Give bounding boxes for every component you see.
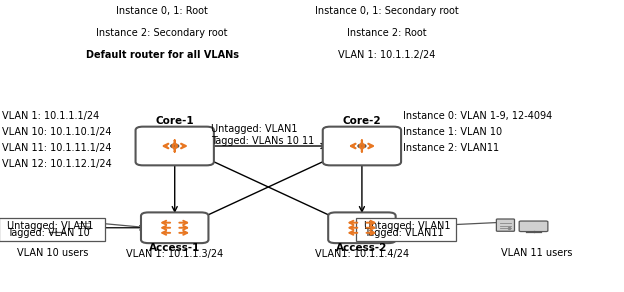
Circle shape [358, 144, 366, 148]
Circle shape [171, 144, 178, 148]
Text: Instance 1: VLAN 10: Instance 1: VLAN 10 [403, 127, 502, 137]
Text: VLAN 1: 10.1.1.2/24: VLAN 1: 10.1.1.2/24 [338, 50, 436, 60]
Text: Instance 0: VLAN 1-9, 12-4094: Instance 0: VLAN 1-9, 12-4094 [403, 111, 552, 121]
Text: Access-2: Access-2 [336, 243, 388, 253]
FancyBboxPatch shape [0, 218, 105, 241]
FancyBboxPatch shape [519, 221, 548, 232]
Text: Core-2: Core-2 [343, 116, 381, 126]
FancyBboxPatch shape [141, 212, 208, 243]
Text: Default router for all VLANs: Default router for all VLANs [85, 50, 239, 60]
Text: VLAN 1: 10.1.1.3/24: VLAN 1: 10.1.1.3/24 [126, 249, 223, 259]
Text: Untagged: VLAN1: Untagged: VLAN1 [364, 221, 451, 231]
Text: Tagged: VLANs 10 11: Tagged: VLANs 10 11 [212, 136, 314, 146]
FancyBboxPatch shape [328, 212, 396, 243]
Text: Tagged: VLAN11: Tagged: VLAN11 [364, 228, 444, 238]
Text: VLAN 12: 10.1.12.1/24: VLAN 12: 10.1.12.1/24 [2, 159, 112, 169]
FancyBboxPatch shape [76, 219, 94, 231]
Text: VLAN1: 10.1.1.4/24: VLAN1: 10.1.1.4/24 [315, 249, 409, 259]
FancyBboxPatch shape [42, 221, 71, 232]
Text: Untagged: VLAN1: Untagged: VLAN1 [212, 124, 298, 134]
Text: Instance 0, 1: Root: Instance 0, 1: Root [116, 6, 208, 16]
Text: VLAN 10: 10.1.10.1/24: VLAN 10: 10.1.10.1/24 [2, 127, 112, 137]
FancyBboxPatch shape [497, 219, 514, 231]
Text: Access-1: Access-1 [149, 243, 200, 253]
Text: Tagged: VLAN 10: Tagged: VLAN 10 [7, 228, 90, 238]
Text: Core-1: Core-1 [155, 116, 194, 126]
Text: Instance 2: VLAN11: Instance 2: VLAN11 [403, 143, 499, 153]
FancyBboxPatch shape [323, 127, 401, 165]
Text: Instance 2: Secondary root: Instance 2: Secondary root [97, 28, 228, 38]
Text: Instance 0, 1: Secondary root: Instance 0, 1: Secondary root [315, 6, 459, 16]
Text: VLAN 11: 10.1.11.1/24: VLAN 11: 10.1.11.1/24 [2, 143, 112, 153]
Text: Instance 2: Root: Instance 2: Root [347, 28, 427, 38]
Text: VLAN 1: 10.1.1.1/24: VLAN 1: 10.1.1.1/24 [2, 111, 100, 121]
FancyBboxPatch shape [135, 127, 214, 165]
Text: VLAN 10 users: VLAN 10 users [17, 248, 89, 258]
Text: Untagged: VLAN1: Untagged: VLAN1 [7, 221, 94, 231]
Text: VLAN 11 users: VLAN 11 users [501, 248, 572, 258]
FancyBboxPatch shape [356, 218, 456, 241]
